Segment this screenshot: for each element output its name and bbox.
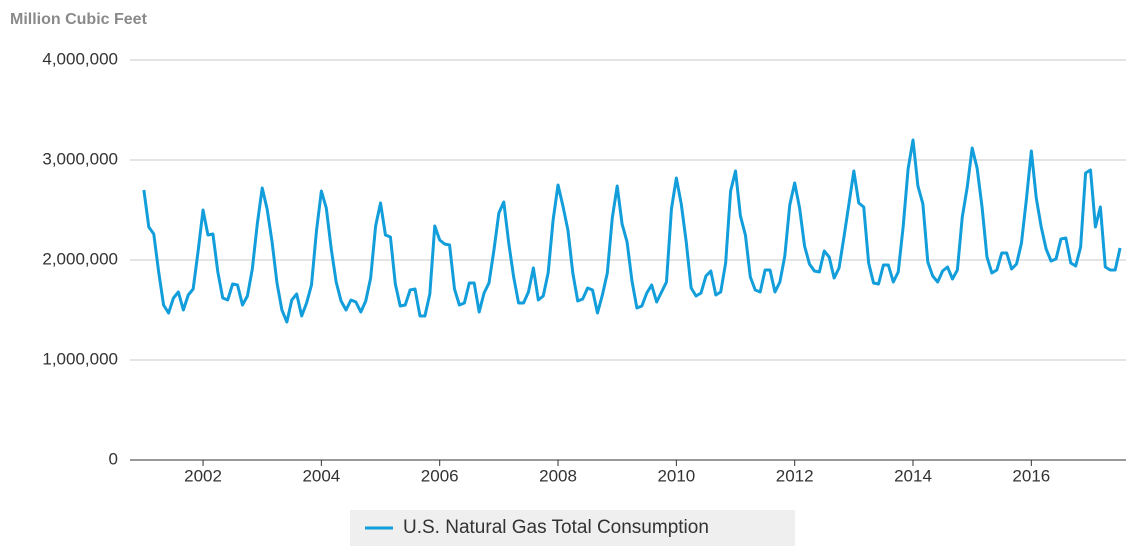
y-tick-label: 4,000,000	[42, 49, 118, 68]
legend-label: U.S. Natural Gas Total Consumption	[403, 517, 709, 538]
x-tick-label: 2002	[184, 466, 222, 485]
y-axis-title: Million Cubic Feet	[10, 11, 148, 28]
x-tick-label: 2016	[1012, 466, 1050, 485]
x-tick-label: 2008	[539, 466, 577, 485]
series-line	[142, 138, 1122, 324]
x-tick-label: 2014	[894, 466, 932, 485]
y-tick-label: 3,000,000	[42, 149, 118, 168]
x-tick-label: 2004	[302, 466, 340, 485]
x-tick-label: 2012	[776, 466, 814, 485]
x-tick-label: 2010	[657, 466, 695, 485]
x-tick-label: 2006	[421, 466, 459, 485]
y-tick-label: 2,000,000	[42, 249, 118, 268]
y-tick-label: 1,000,000	[42, 349, 118, 368]
y-tick-label: 0	[109, 449, 118, 468]
legend-box	[350, 510, 795, 546]
